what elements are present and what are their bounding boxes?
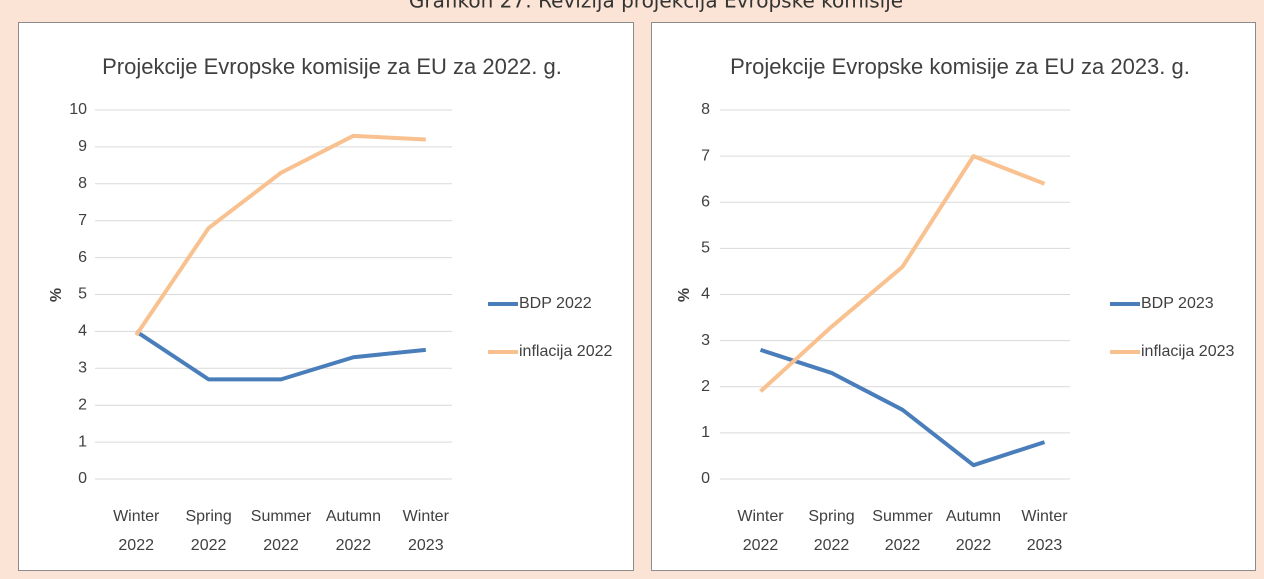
x-tick-label: Winter 2022 — [113, 508, 160, 554]
x-tick-label: Autumn 2022 — [326, 508, 381, 554]
y-tick-label: 6 — [78, 249, 87, 266]
x-tick-label: Summer 2022 — [872, 508, 933, 554]
data-line — [135, 329, 427, 382]
legend-label: inflacija 2023 — [1141, 343, 1235, 360]
legend-label: BDP 2022 — [519, 295, 592, 312]
y-axis-label: % — [676, 288, 693, 302]
y-tick-label: 8 — [78, 175, 87, 192]
y-tick-label: 7 — [701, 147, 710, 164]
y-tick-label: 3 — [701, 332, 710, 349]
y-tick-label: 0 — [701, 470, 710, 487]
y-tick-label: 4 — [701, 286, 710, 303]
y-tick-label: 9 — [78, 138, 87, 155]
y-tick-label: 7 — [78, 212, 87, 229]
y-axis-label: % — [48, 288, 65, 302]
y-tick-label: 5 — [701, 240, 710, 257]
x-tick-label: Winter 2022 — [737, 508, 784, 554]
y-tick-label: 5 — [78, 286, 87, 303]
x-tick-label: Spring 2022 — [185, 508, 231, 554]
legend-label: BDP 2023 — [1141, 295, 1214, 312]
data-line — [759, 154, 1046, 393]
data-line — [134, 133, 426, 337]
y-tick-label: 4 — [78, 323, 87, 340]
y-tick-label: 2 — [701, 378, 710, 395]
y-tick-label: 1 — [78, 433, 87, 450]
data-line — [759, 347, 1046, 468]
legend-label: inflacija 2022 — [519, 343, 613, 360]
x-tick-label: Winter 2023 — [1021, 508, 1068, 554]
x-tick-label: Winter 2023 — [403, 508, 450, 554]
x-tick-label: Autumn 2022 — [946, 508, 1001, 554]
caption: Grafikon 27: Revizija projekcija Evropsk… — [409, 0, 903, 13]
y-tick-label: 2 — [78, 396, 87, 413]
y-tick-label: 8 — [701, 101, 710, 118]
y-tick-label: 3 — [78, 360, 87, 377]
x-tick-label: Summer 2022 — [251, 508, 312, 554]
chart-title: Projekcije Evropske komisije za EU za 20… — [730, 54, 1190, 79]
y-tick-label: 10 — [69, 101, 87, 118]
y-tick-label: 6 — [701, 193, 710, 210]
chart-title: Projekcije Evropske komisije za EU za 20… — [102, 54, 562, 79]
y-tick-label: 1 — [701, 424, 710, 441]
x-tick-label: Spring 2022 — [808, 508, 854, 554]
y-tick-label: 0 — [78, 470, 87, 487]
